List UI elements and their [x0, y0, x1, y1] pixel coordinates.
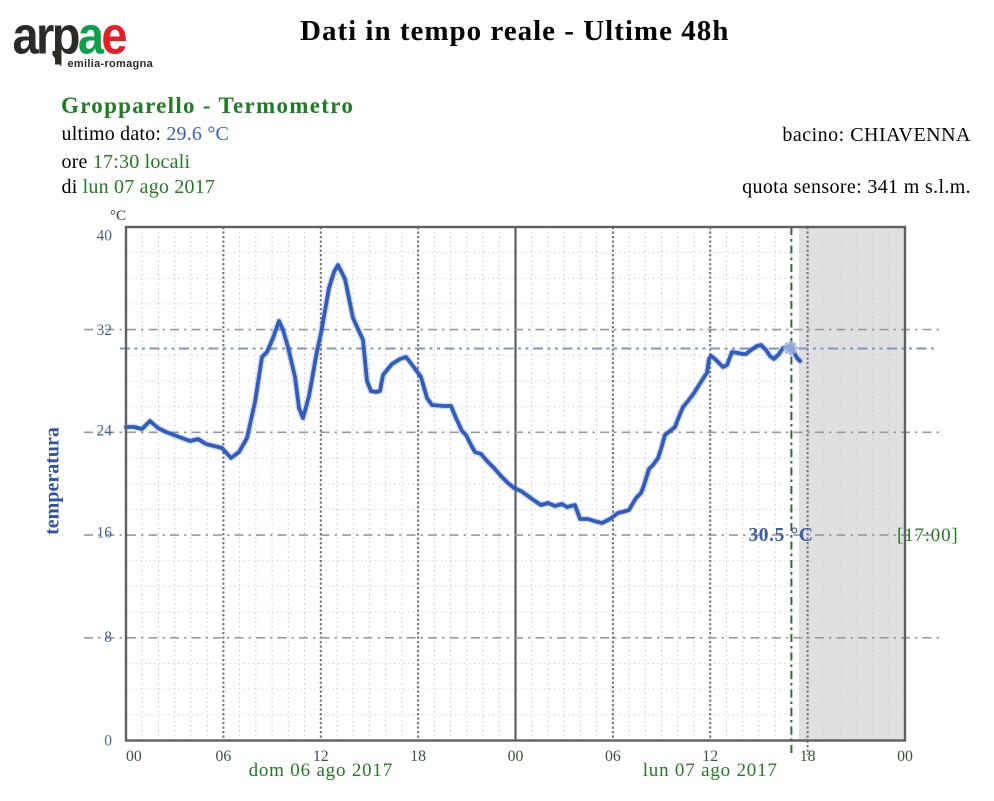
svg-text:lun 07 ago 2017: lun 07 ago 2017 [643, 760, 778, 781]
svg-text:[17:00]: [17:00] [897, 525, 959, 546]
svg-text:emilia-romagna: emilia-romagna [68, 58, 154, 70]
svg-text:arpae: arpae [13, 15, 127, 65]
svg-text:40: 40 [97, 228, 113, 245]
svg-text:18: 18 [800, 748, 816, 765]
svg-text:06: 06 [216, 748, 232, 765]
svg-text:dom 06 ago 2017: dom 06 ago 2017 [249, 760, 393, 781]
svg-text:24: 24 [97, 423, 113, 440]
svg-text:0: 0 [104, 733, 112, 750]
svg-text:12: 12 [702, 748, 718, 765]
svg-text:temperatura: temperatura [42, 427, 64, 535]
svg-text:°C: °C [110, 208, 126, 224]
svg-text:06: 06 [605, 748, 621, 765]
svg-text:00: 00 [126, 748, 142, 765]
svg-text:16: 16 [97, 525, 113, 542]
svg-text:32: 32 [97, 322, 113, 339]
svg-text:00: 00 [897, 748, 913, 765]
svg-text:8: 8 [104, 629, 112, 646]
svg-text:30.5 °C: 30.5 °C [748, 525, 813, 546]
svg-text:12: 12 [313, 748, 329, 765]
svg-text:00: 00 [508, 748, 524, 765]
svg-text:18: 18 [410, 748, 426, 765]
